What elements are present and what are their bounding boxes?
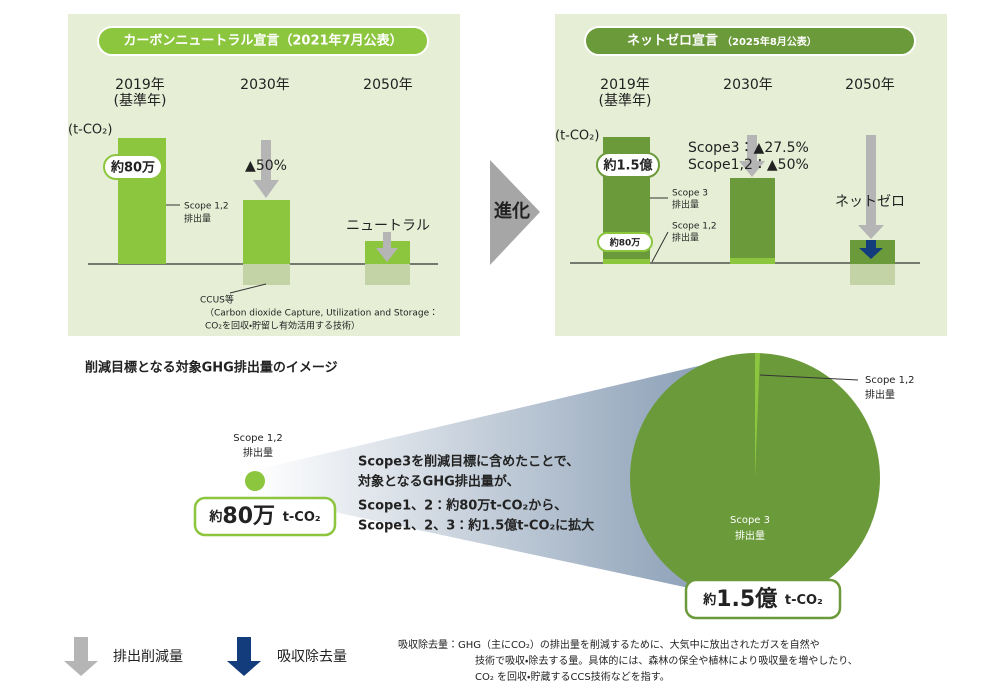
reduction: Scope3：▲27.5%	[688, 140, 809, 156]
unit: (t-CO₂)	[555, 129, 599, 144]
net-zero: ネットゼロ	[835, 194, 905, 210]
ccus-note: （Carbon dioxide Capture, Utilization and…	[205, 308, 438, 319]
bubble	[597, 232, 653, 252]
small-box-text-part: 約	[208, 509, 222, 525]
reduction-arrow	[376, 232, 398, 262]
scope-label: Scope 1,2	[184, 202, 229, 212]
leader	[229, 283, 267, 294]
small-box-text: 約80万 t-CO₂	[208, 504, 320, 529]
right-badge	[584, 26, 916, 56]
bar	[603, 259, 650, 264]
bubble-text: 約80万	[110, 160, 155, 176]
legend-reduction-arrow	[64, 637, 98, 676]
bubble-text: 約1.5億	[602, 158, 652, 174]
scope-label: 排出量	[672, 199, 699, 211]
reduction-arrow	[739, 135, 765, 177]
year: 2050年	[363, 77, 413, 93]
legend-label: 排出削減量	[113, 648, 183, 665]
bar	[730, 258, 775, 264]
badge: ネットゼロ宣言	[627, 33, 718, 49]
big-box	[684, 578, 842, 620]
bar	[730, 178, 775, 264]
bar	[243, 200, 290, 264]
unit: (t-CO₂)	[68, 123, 112, 138]
big-box-text-part: t-CO₂	[785, 593, 823, 608]
bubble-text: 約80万	[609, 237, 641, 249]
reduction-arrow	[858, 135, 884, 239]
small-box	[193, 496, 337, 537]
legend-label: 吸収除去量	[277, 649, 347, 665]
fan	[255, 355, 745, 600]
ccus-note: CCUS等	[200, 294, 234, 306]
leader	[759, 374, 859, 381]
left-badge	[97, 26, 429, 56]
scope-label: Scope 1,2	[233, 433, 283, 444]
year: 2019年	[115, 77, 165, 93]
heading: 削減目標となる対象GHG排出量のイメージ	[85, 360, 338, 376]
year: 2019年	[600, 77, 650, 93]
neutral: ニュートラル	[346, 218, 430, 234]
chevron	[490, 160, 540, 265]
scope-label: Scope 3	[672, 189, 708, 199]
scope-label: 排出量	[243, 446, 273, 459]
year: (基準年)	[114, 92, 167, 109]
message: Scope1、2、3：約1.5億t-CO₂に拡大	[358, 518, 594, 534]
year: 2030年	[240, 77, 290, 93]
big-box-text: 約1.5億 t-CO₂	[702, 586, 823, 612]
legend-removal-arrow	[227, 637, 261, 676]
badge: カーボンニュートラル宣言（2021年7月公表）	[123, 33, 402, 49]
scope-label: Scope 3	[730, 515, 770, 526]
message: Scope1、2：約80万t-CO₂から、	[358, 498, 567, 514]
small-circle	[245, 471, 265, 491]
year: (基準年)	[599, 92, 652, 109]
badge-date: （2025年8月公表）	[722, 35, 817, 48]
year: 2030年	[723, 77, 773, 93]
removal-bar	[243, 264, 290, 285]
pie-slice	[755, 353, 760, 478]
scope-label: 排出量	[865, 388, 895, 401]
removal-bar	[365, 264, 410, 285]
scope-label: 排出量	[184, 213, 211, 225]
ccus-note: CO₂を回収・貯留し有効活用する技術）	[205, 320, 360, 332]
removal-arrow	[859, 240, 883, 259]
scope-label: 排出量	[735, 529, 765, 542]
removal-bar	[850, 264, 895, 285]
bubble	[103, 154, 163, 180]
message: Scope3を削減目標に含めたことで、	[358, 454, 579, 470]
note: 技術で吸収・除去する量。具体的には、森林の保全や植林により吸収量を増やしたり、	[475, 654, 858, 667]
small-box-text-part: 80万	[222, 504, 282, 529]
reduction: Scope1,2：▲50%	[688, 157, 809, 173]
scope-label: 排出量	[672, 232, 699, 244]
note: CO₂ を回収・貯蔵するCCS技術などを指す。	[475, 670, 670, 683]
reduction: ▲50%	[245, 158, 287, 174]
leader	[651, 231, 669, 263]
reduction-arrow	[253, 140, 279, 198]
small-box-text-part: t-CO₂	[283, 510, 321, 525]
message: 対象となるGHG排出量が、	[357, 474, 520, 490]
year: 2050年	[845, 77, 895, 93]
scope-label: Scope 1,2	[672, 222, 717, 232]
big-box-text-part: 約	[702, 592, 716, 608]
arrow-label: 進化	[494, 200, 530, 222]
bubble	[596, 152, 660, 178]
note: 吸収除去量：GHG（主にCO₂）の排出量を削減するために、大気中に放出されたガス…	[398, 638, 820, 651]
big-box-text-part: 1.5億	[716, 586, 785, 612]
scope-label: Scope 1,2	[865, 375, 915, 386]
